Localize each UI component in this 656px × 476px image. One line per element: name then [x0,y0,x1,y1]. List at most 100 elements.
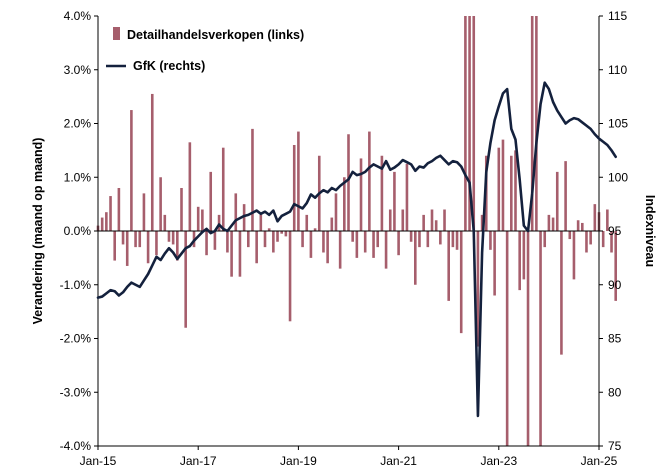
bar [409,231,413,242]
right-tick-label: 105 [608,117,628,131]
bar [451,231,455,248]
bar [176,231,179,261]
bar [493,231,496,296]
bar [280,231,283,234]
bar [522,231,526,280]
bar [560,231,563,355]
right-tick-label: 80 [608,385,622,399]
legend-bar-swatch [113,27,120,40]
bar [251,128,254,232]
bar [284,231,288,237]
bar [288,231,292,322]
left-tick-label: -2.0% [60,332,92,346]
bar [430,209,434,231]
bar [539,231,542,446]
plot-axes [97,16,600,447]
right-tick-label: 85 [608,332,622,346]
bar [338,231,342,269]
bar [401,209,405,231]
bar [209,171,213,232]
bar [601,231,605,248]
bar [351,231,354,242]
legend: Detailhandelsverkopen (links) GfK (recht… [106,27,304,73]
bar [196,206,200,231]
bar [472,16,476,231]
bar [130,110,133,231]
bar [480,214,484,232]
bar [305,214,309,232]
bar [555,171,559,232]
left-tick-label: 0.0% [64,224,92,238]
bar [155,231,158,256]
bar [418,231,421,248]
bar [372,231,375,258]
bar [593,204,597,232]
bar [301,231,304,248]
bar [510,155,513,231]
bar [585,231,588,253]
bar [526,231,530,446]
bar [384,231,388,269]
bar [226,231,229,253]
bar [368,131,371,231]
bar [606,209,609,231]
bar [134,231,137,248]
right-axis-title: Indexniveau [643,195,656,267]
bar [217,214,221,232]
bar [447,231,450,301]
bar [167,231,171,242]
x-tick-label: Jan-19 [280,454,317,468]
bar [146,231,150,264]
bar [505,231,509,446]
bar [138,231,142,248]
bar [543,231,547,248]
bar [180,188,183,231]
bar [547,214,551,232]
bar [309,231,313,258]
right-tick-label: 90 [608,278,622,292]
bar [518,231,521,291]
bar [359,158,363,231]
bars-group [96,16,617,446]
bar [100,217,104,231]
x-tick-label: Jan-17 [180,454,217,468]
bar [397,231,400,256]
bar [171,231,175,245]
bar [568,231,572,240]
bar [363,231,367,253]
bar [614,231,617,301]
bar [213,231,217,250]
bar [125,231,129,266]
left-tick-label: 4.0% [64,9,92,23]
x-tick-label: Jan-25 [581,454,618,468]
bar [113,231,116,261]
legend-line-label: GfK (rechts) [133,59,205,73]
bar [535,16,538,231]
bar [530,16,534,231]
bar [105,212,108,231]
bar [184,231,187,328]
bar [581,222,584,231]
bar [230,231,233,277]
left-axis-title: Verandering (maand op maand) [31,138,45,325]
bar [234,193,238,232]
bar [459,231,463,334]
legend-bar-label: Detailhandelsverkopen (links) [127,28,304,42]
left-tick-label: 1.0% [64,170,92,184]
bar [434,220,438,231]
bar [272,231,275,253]
bar [142,193,146,232]
left-tick-label: -3.0% [60,385,92,399]
bar [255,231,258,264]
bar [589,231,592,245]
bar [355,231,359,258]
bar [297,131,300,231]
bar [205,231,208,256]
bar [393,171,396,232]
bar [501,139,505,232]
bar [334,193,338,232]
gfk-line [96,81,617,418]
x-tick-label: Jan-23 [480,454,517,468]
bar [109,196,112,231]
